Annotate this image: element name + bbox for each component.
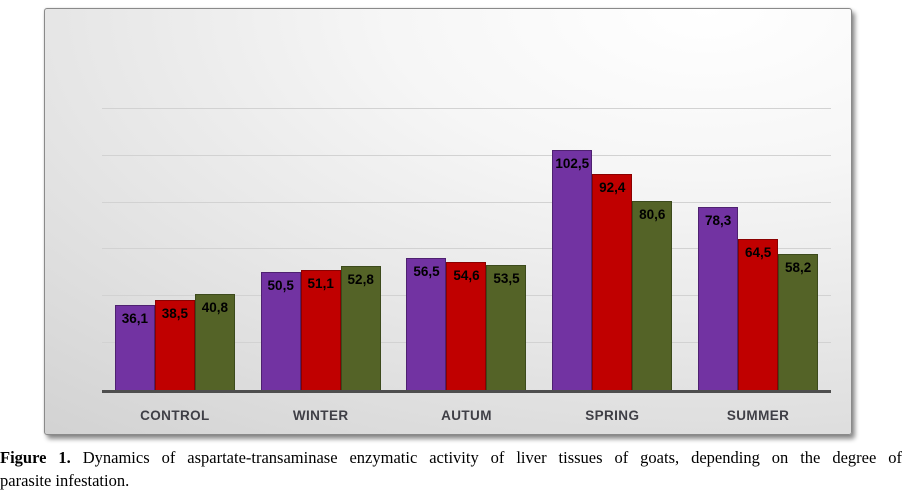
bar-value-label-purple-autum: 56,5 bbox=[413, 263, 440, 279]
figure-caption: Figure 1. Dynamics of aspartate-transami… bbox=[0, 446, 902, 492]
bar-purple-autum: 56,5 bbox=[406, 257, 447, 390]
caption-line-2: parasite infestation. bbox=[0, 471, 130, 490]
bar-group-autum: 56,5 54,6 53,5 bbox=[394, 62, 540, 390]
bar-red-control: 38,5 bbox=[154, 299, 195, 390]
bar-value-label-olive-spring: 80,6 bbox=[639, 207, 666, 223]
bar-purple-spring: 102,5 bbox=[552, 149, 593, 390]
category-label-spring: SPRING bbox=[585, 408, 640, 423]
bar-value-label-red-autum: 54,6 bbox=[453, 268, 480, 284]
bar-olive-spring: 80,6 bbox=[632, 201, 673, 390]
category-label-winter: WINTER bbox=[292, 408, 349, 423]
caption-line-1: Figure 1. Dynamics of aspartate-transami… bbox=[0, 446, 902, 469]
bar-olive-control: 40,8 bbox=[194, 294, 235, 390]
bar-group-control: 36,1 38,5 40,8 bbox=[102, 62, 248, 390]
bar-group-summer: 78,3 64,5 58,2 bbox=[685, 62, 831, 390]
gridline-60 bbox=[102, 248, 831, 250]
gridline-80 bbox=[102, 201, 831, 203]
bar-value-label-red-control: 38,5 bbox=[161, 305, 189, 321]
bar-purple-winter: 50,5 bbox=[260, 271, 301, 390]
bar-olive-autum: 53,5 bbox=[486, 264, 527, 390]
bar-red-spring: 92,4 bbox=[592, 173, 633, 390]
bar-red-winter: 51,1 bbox=[300, 270, 341, 390]
plot-area: 36,1 38,5 40,8 50,5 51,1 52,8 56,5 54,6 53,5 102,… bbox=[102, 62, 831, 393]
bar-groups: 36,1 38,5 40,8 50,5 51,1 52,8 56,5 54,6 53,5 102,… bbox=[102, 62, 831, 390]
category-label-control: CONTROL bbox=[140, 408, 210, 423]
bar-value-label-olive-winter: 52,8 bbox=[347, 272, 374, 288]
category-label-autum: AUTUM bbox=[441, 408, 492, 423]
category-axis: CONTROL WINTER AUTUM SPRING SUMMER bbox=[102, 408, 831, 423]
bar-red-summer: 64,5 bbox=[738, 238, 779, 390]
bar-purple-summer: 78,3 bbox=[698, 206, 739, 390]
gridline-100 bbox=[102, 154, 831, 156]
bar-value-label-olive-autum: 53,5 bbox=[493, 270, 520, 286]
bar-value-label-red-spring: 92,4 bbox=[599, 179, 626, 195]
bar-value-label-purple-summer: 78,3 bbox=[704, 212, 732, 228]
bar-value-label-olive-summer: 58,2 bbox=[784, 259, 812, 275]
bar-olive-summer: 58,2 bbox=[778, 253, 819, 390]
bar-red-autum: 54,6 bbox=[446, 262, 487, 390]
bar-purple-control: 36,1 bbox=[114, 305, 155, 390]
bar-group-spring: 102,5 92,4 80,6 bbox=[539, 62, 685, 390]
bar-olive-winter: 52,8 bbox=[340, 266, 381, 390]
gridline-120 bbox=[102, 107, 831, 109]
chart-frame: 36,1 38,5 40,8 50,5 51,1 52,8 56,5 54,6 53,5 102,… bbox=[44, 8, 852, 435]
bar-value-label-red-winter: 51,1 bbox=[307, 276, 334, 292]
bar-value-label-purple-spring: 102,5 bbox=[555, 155, 590, 171]
caption-label: Figure 1. bbox=[0, 448, 71, 467]
bar-value-label-purple-control: 36,1 bbox=[121, 311, 149, 327]
category-label-summer: SUMMER bbox=[726, 408, 790, 423]
bar-group-winter: 50,5 51,1 52,8 bbox=[248, 62, 394, 390]
caption-text-line1: Dynamics of aspartate-transaminase enzym… bbox=[82, 448, 902, 467]
bar-value-label-red-summer: 64,5 bbox=[744, 244, 772, 260]
bar-value-label-purple-winter: 50,5 bbox=[267, 277, 294, 293]
bar-value-label-olive-control: 40,8 bbox=[201, 300, 229, 316]
